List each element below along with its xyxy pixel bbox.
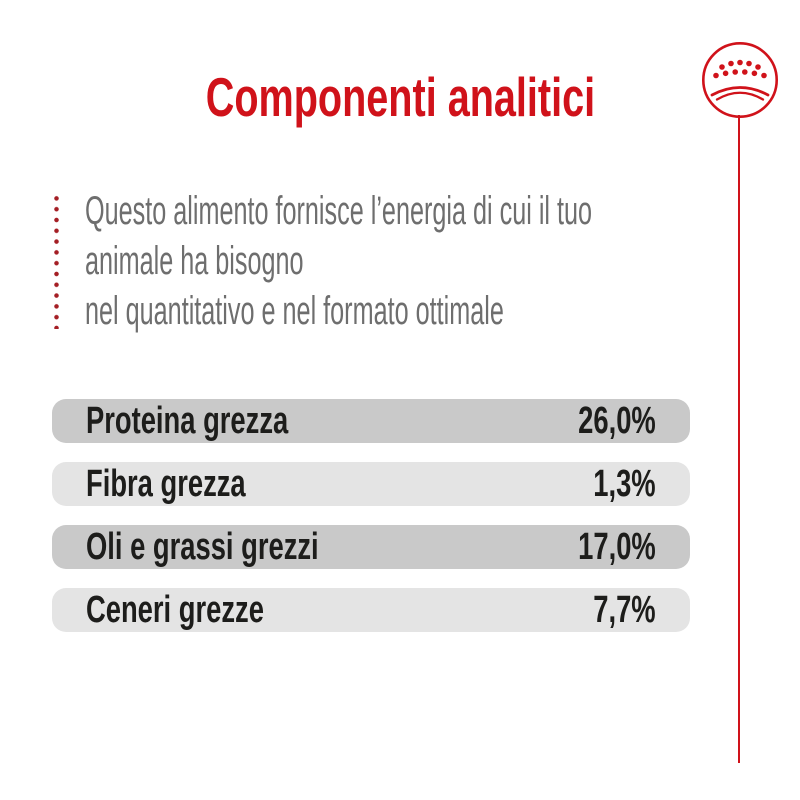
dotted-accent-line [54, 193, 59, 329]
table-row-proteina: Proteina grezza 26,0% [52, 399, 690, 443]
intro-text-line-1: Questo alimento fornisce l’energia di cu… [85, 186, 800, 236]
table-row-oli-grassi: Oli e grassi grezzi 17,0% [52, 525, 690, 569]
royal-canin-crown-icon [710, 59, 770, 101]
intro-text-block: Questo alimento fornisce l’energia di cu… [85, 186, 800, 336]
intro-text-2: animale ha bisogno [85, 239, 304, 283]
intro-text-line-2: animale ha bisogno [85, 236, 800, 286]
page-title-text: Componenti analitici [205, 66, 595, 128]
intro-text-3: nel quantitativo e nel formato ottimale [85, 289, 504, 333]
intro-text-1: Questo alimento fornisce l’energia di cu… [85, 189, 593, 233]
row-label: Fibra grezza [86, 462, 246, 505]
intro-text-line-3: nel quantitativo e nel formato ottimale [85, 286, 800, 336]
row-label: Proteina grezza [86, 399, 289, 442]
vertical-accent-line [737, 115, 741, 763]
row-value: 17,0% [578, 525, 656, 568]
table-row-fibra: Fibra grezza 1,3% [52, 462, 690, 506]
analytical-components-table: Proteina grezza 26,0% Fibra grezza 1,3% … [52, 399, 690, 651]
logo-circle [701, 41, 779, 119]
page-title: Componenti analitici [0, 70, 800, 125]
intro-section: Questo alimento fornisce l’energia di cu… [54, 186, 800, 336]
table-row-ceneri: Ceneri grezze 7,7% [52, 588, 690, 632]
row-value: 7,7% [593, 588, 656, 631]
row-label: Oli e grassi grezzi [86, 525, 319, 568]
brand-logo [701, 41, 779, 119]
row-label: Ceneri grezze [86, 588, 264, 631]
row-value: 1,3% [593, 462, 656, 505]
row-value: 26,0% [578, 399, 656, 442]
